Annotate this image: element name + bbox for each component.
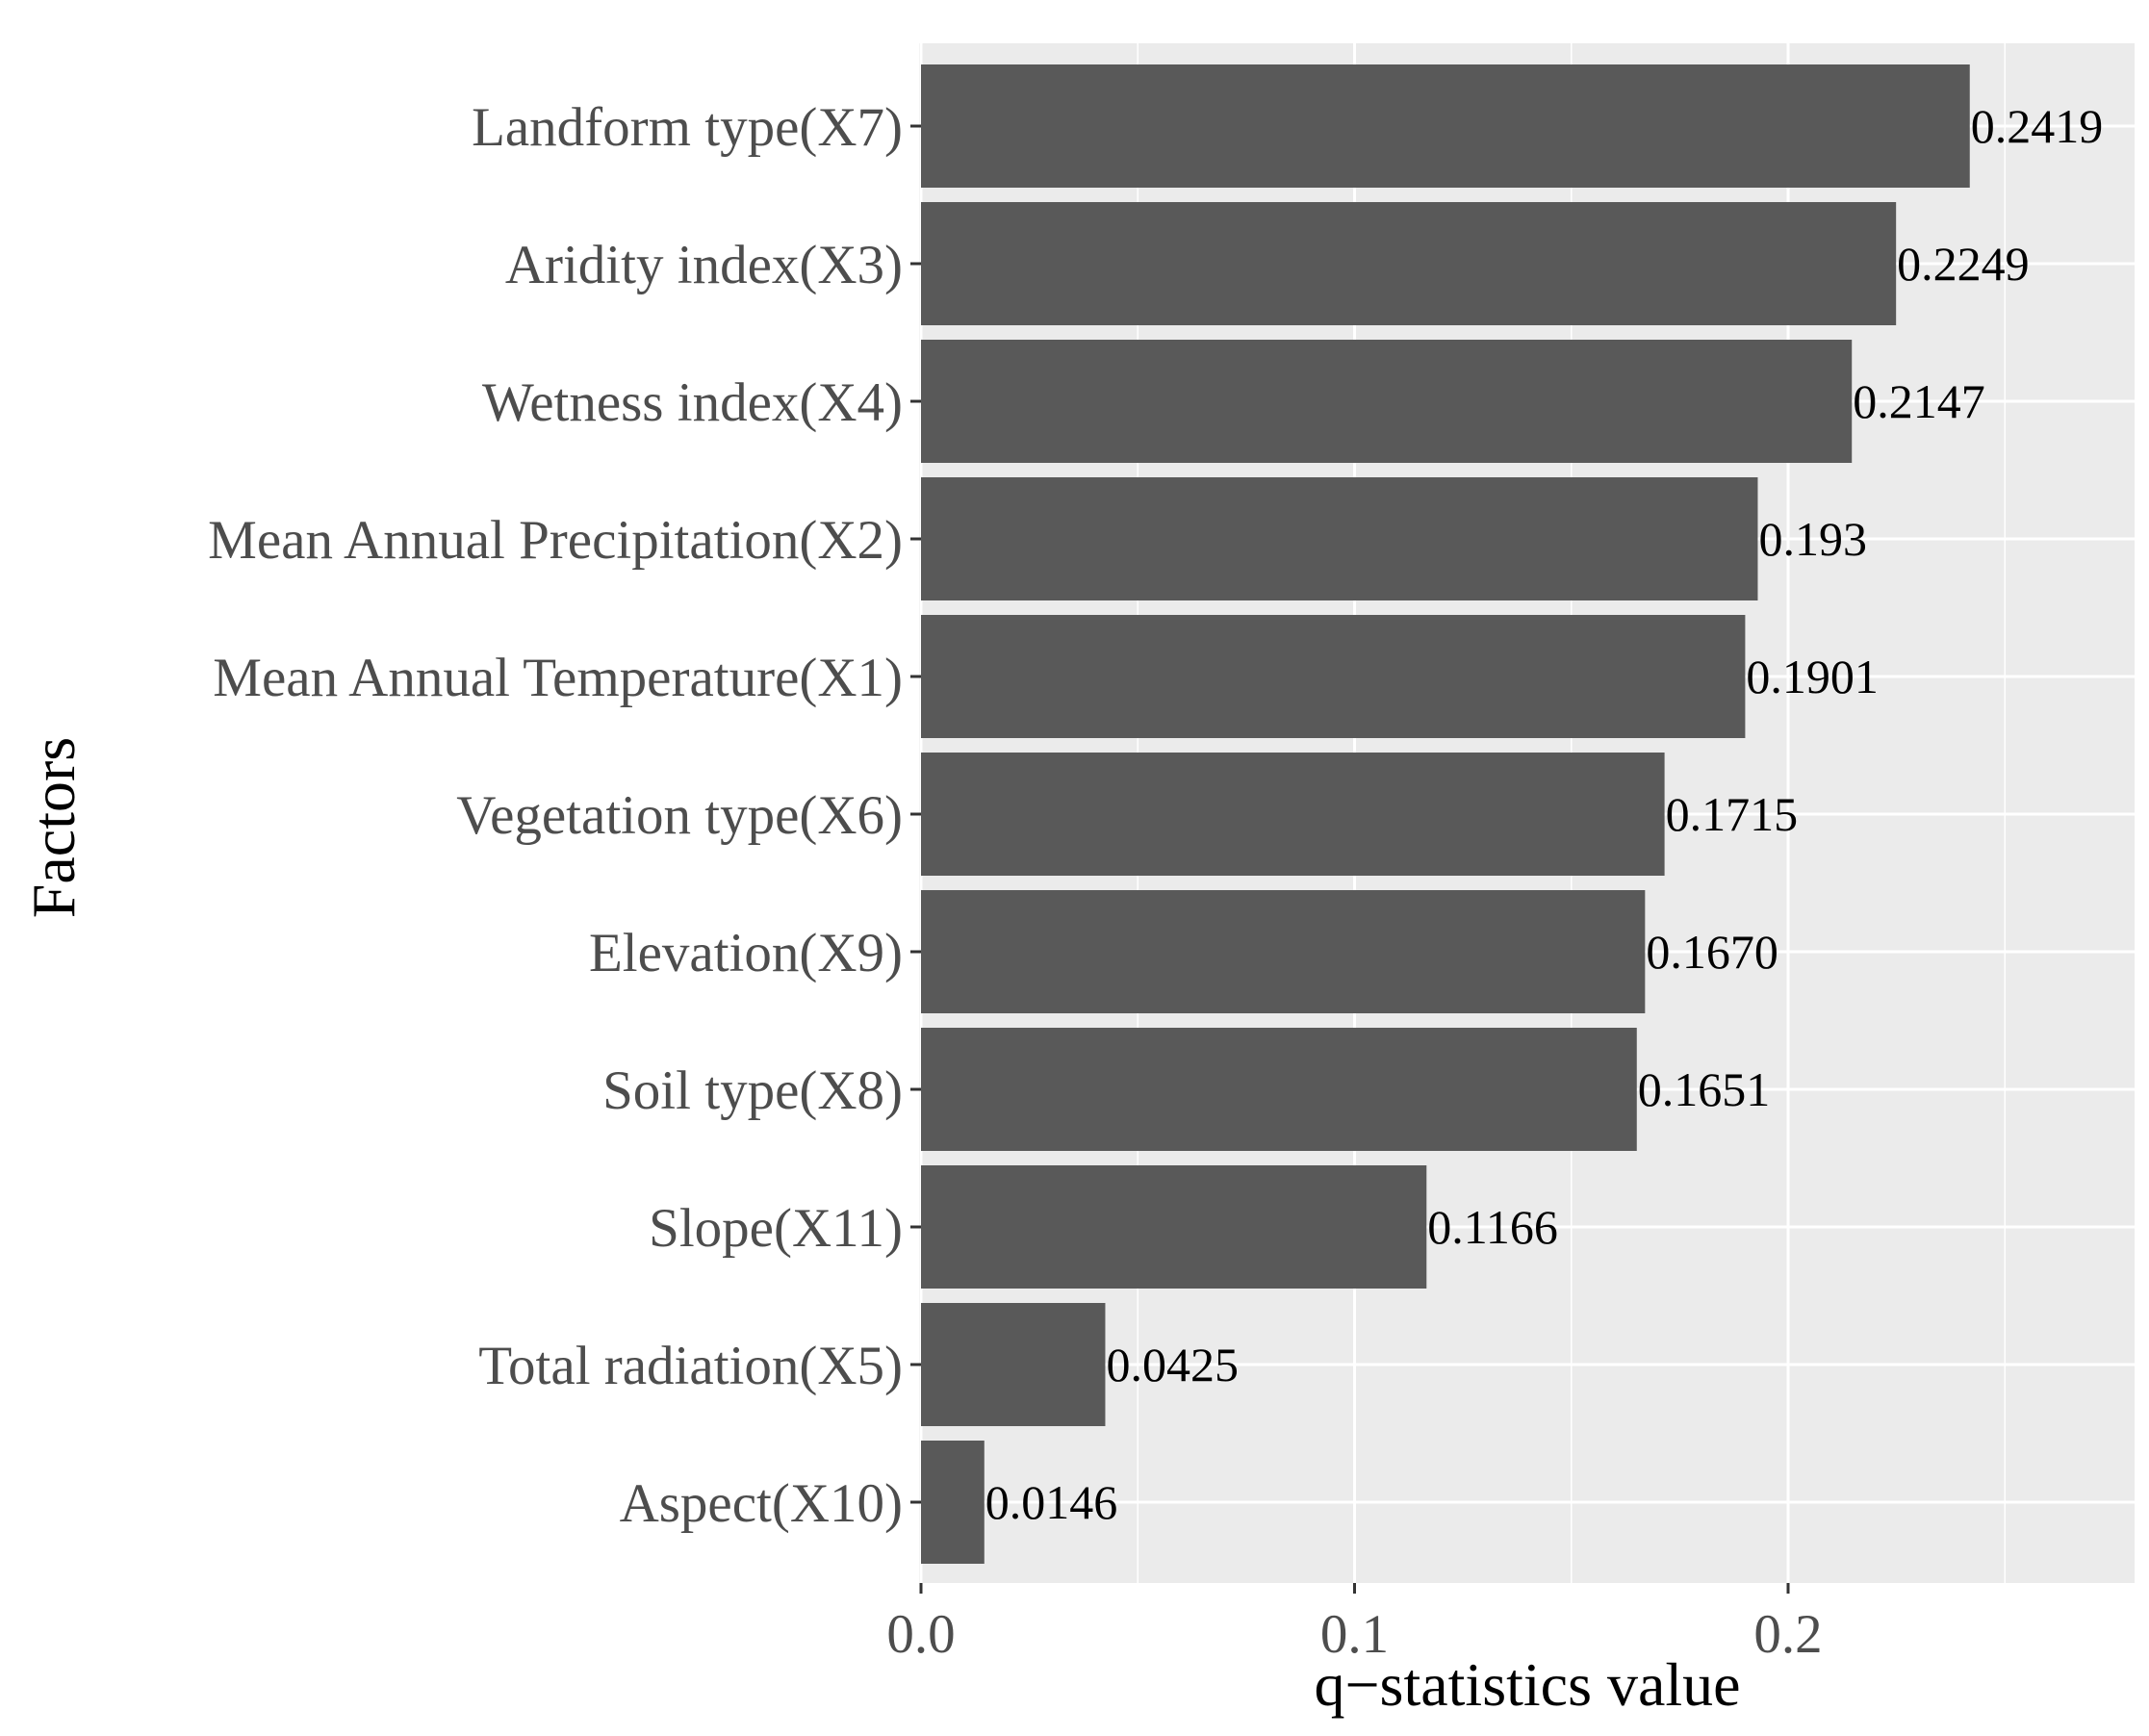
y-tick-label: Aspect(X10) [620,1473,903,1534]
y-tick-label: Total radiation(X5) [478,1336,903,1396]
bar [921,64,1970,188]
y-tick-label: Mean Annual Precipitation(X2) [208,510,903,571]
y-tick-label: Soil type(X8) [602,1060,903,1121]
y-axis: Landform type(X7) Aridity index(X3) Wetnes… [208,97,921,1534]
bar-value-label: 0.2419 [1971,99,2104,153]
y-tick-label: Landform type(X7) [472,97,903,158]
x-tick-label: 0.2 [1753,1604,1822,1665]
bar-value-label: 0.0425 [1106,1338,1239,1391]
bar-value-label: 0.1715 [1666,787,1799,841]
bar [921,753,1665,876]
bar [921,340,1853,463]
bar [921,615,1746,738]
x-tick-label: 0.0 [886,1604,955,1665]
bar-value-label: 0.1166 [1427,1200,1558,1254]
y-tick-label: Slope(X11) [649,1198,903,1259]
y-tick-label: Vegetation type(X6) [456,785,903,846]
bar-value-label: 0.2147 [1853,374,1985,428]
y-tick-label: Aridity index(X3) [505,235,903,295]
y-axis-title: Factors [19,737,88,918]
bar [921,202,1897,325]
bar-value-label: 0.1670 [1646,925,1778,979]
bar [921,1028,1637,1151]
bar [921,477,1758,600]
bar [921,1441,985,1564]
bars [921,64,1970,1564]
y-tick-label: Wetness index(X4) [482,372,903,433]
x-axis: 0.0 0.1 0.2 [886,1583,1823,1665]
value-labels: 0.2419 0.2249 0.2147 0.193 0.1901 0.1715 0.167… [985,99,2103,1529]
bar [921,1303,1106,1426]
x-tick-label: 0.1 [1320,1604,1389,1665]
bar-value-label: 0.1651 [1638,1062,1771,1116]
bar-value-label: 0.1901 [1746,650,1879,703]
bar-value-label: 0.193 [1758,512,1867,566]
y-tick-label: Elevation(X9) [589,923,903,983]
bar [921,890,1646,1013]
x-axis-title: q−statistics value [1314,1650,1740,1719]
y-tick-label: Mean Annual Temperature(X1) [213,648,903,708]
bar [921,1165,1427,1289]
bar-value-label: 0.0146 [985,1475,1117,1529]
bar-value-label: 0.2249 [1897,237,2030,291]
